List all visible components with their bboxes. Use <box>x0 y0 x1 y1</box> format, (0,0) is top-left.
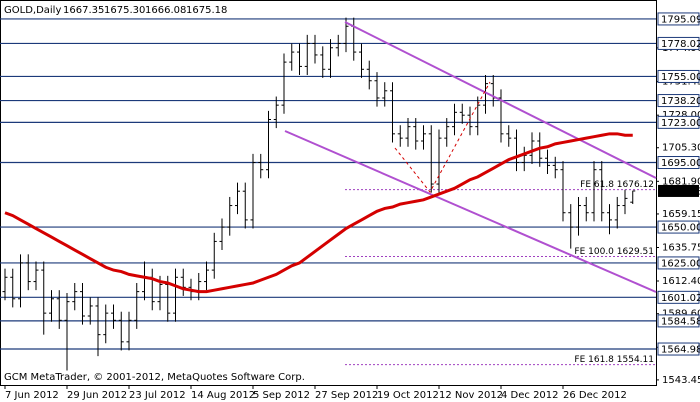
x-tick-label: 7 Jun 2012 <box>5 390 59 401</box>
level-label: 1723.00 <box>661 118 700 129</box>
x-tick-label: 14 Aug 2012 <box>191 390 255 401</box>
channel-lower <box>284 130 657 293</box>
x-tick-label: 12 Nov 2012 <box>439 390 503 401</box>
level-label: 1755.00 <box>661 72 700 83</box>
fib-label: FE 100.0 1629.51 <box>574 247 654 257</box>
y-tick-label: 1728.00 <box>662 110 700 121</box>
channel-upper <box>344 21 657 179</box>
x-tick-label: 5 Sep 2012 <box>253 390 310 401</box>
level-label: 1564.98 <box>661 345 700 356</box>
y-tick-label: 1681.90 <box>662 176 700 187</box>
y-tick-label: 1589.60 <box>662 309 700 320</box>
x-tick-label: 23 Jul 2012 <box>129 390 186 401</box>
level-label-box <box>657 94 700 108</box>
y-tick-label: 1612.40 <box>662 276 700 287</box>
header-symbol: GOLD,Daily <box>4 5 61 16</box>
header-close: 1675.18 <box>186 5 227 16</box>
level-label: 1695.00 <box>661 158 700 169</box>
level-label-box <box>657 69 700 83</box>
level-label: 1584.58 <box>661 316 700 327</box>
level-label: 1601.02 <box>661 293 700 304</box>
zigzag <box>394 81 491 193</box>
moving-average <box>4 132 633 294</box>
x-tick-label: 4 Dec 2012 <box>501 390 559 401</box>
header-open: 1667.35 <box>63 5 104 16</box>
level-label: 1650.00 <box>661 223 700 234</box>
header-low: 1666.08 <box>145 5 186 16</box>
level-label-box <box>657 36 700 50</box>
level-label-box <box>657 314 700 328</box>
x-tick-label: 26 Dec 2012 <box>563 390 627 401</box>
level-label-box <box>657 156 700 170</box>
x-tick-label: 19 Oct 2012 <box>377 390 439 401</box>
footer: GCM MetaTrader, © 2001-2012, MetaQuotes … <box>4 372 305 383</box>
y-tick-label: 1635.75 <box>662 243 700 254</box>
current-price: 1675.18 <box>661 186 700 197</box>
level-label: 1625.00 <box>661 258 700 269</box>
y-tick-label: 1705.30 <box>662 143 700 154</box>
current-price-box <box>658 184 699 197</box>
fib-label: FE 161.8 1554.11 <box>574 355 654 365</box>
fib-label: FE 61.8 1676.12 <box>580 180 654 190</box>
level-label: 1738.20 <box>661 96 700 107</box>
x-tick-label: 27 Sep 2012 <box>315 390 378 401</box>
level-label: 1795.09 <box>661 14 700 25</box>
level-label: 1778.02 <box>661 39 700 50</box>
x-tick-label: 29 Jun 2012 <box>67 390 127 401</box>
level-label-box <box>657 115 700 129</box>
plot-frame <box>0 0 657 386</box>
y-tick-label: 1543.45 <box>662 375 700 386</box>
y-tick-label: 1659.15 <box>662 209 700 220</box>
header-high: 1675.30 <box>104 5 145 16</box>
level-label-box <box>657 12 700 26</box>
level-label-box <box>657 220 700 234</box>
level-label-box <box>657 290 700 304</box>
level-label-box <box>657 342 700 356</box>
level-label-box <box>657 256 700 270</box>
